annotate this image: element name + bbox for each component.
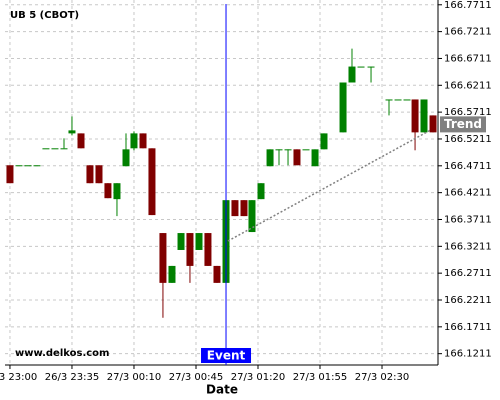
candle-body [60, 148, 68, 150]
y-tick-label: 166.2711 [444, 268, 492, 279]
y-tick-label: 166.1211 [444, 349, 492, 360]
candle-body [357, 66, 365, 68]
candle-body [24, 165, 32, 167]
y-tick-label: 166.4211 [444, 188, 492, 199]
y-tick-label: 166.3711 [444, 214, 492, 225]
candle-body [204, 233, 212, 266]
x-tick-label: 27/3 00:10 [107, 372, 161, 383]
candle-body [77, 133, 85, 149]
candle-body [411, 99, 419, 133]
candle-body [6, 165, 14, 184]
candle-body [385, 99, 393, 101]
candle-body [33, 165, 41, 167]
candle-body [257, 183, 265, 200]
candle-body [240, 200, 248, 217]
labels: 166.7711 166.7211 166.6711 166.6211 166.5711… [0, 0, 492, 383]
y-tick-label: 166.5711 [444, 107, 492, 118]
candle-body [293, 149, 301, 166]
chart-title: UB 5 (CBOT) [10, 10, 79, 21]
candle-body [113, 183, 121, 200]
candle-body [122, 149, 130, 167]
candle-body [429, 115, 437, 133]
x-axis-label: Date [206, 383, 238, 397]
candle-body [348, 66, 356, 83]
candle-body [42, 148, 50, 150]
candle-body [186, 233, 194, 266]
candle-body [104, 183, 112, 199]
candle-body [86, 165, 94, 184]
y-tick-label: 166.4711 [444, 161, 492, 172]
candle-body [159, 233, 167, 283]
candle-body [148, 148, 156, 216]
candle-body [266, 149, 274, 167]
candle-body [177, 233, 185, 250]
y-tick-label: 166.2211 [444, 295, 492, 306]
candle-body [339, 82, 347, 133]
candle-body [275, 149, 283, 151]
candle-body [403, 99, 411, 101]
y-tick-label: 166.1711 [444, 322, 492, 333]
y-tick-label: 166.7211 [444, 27, 492, 38]
candle-body [320, 133, 328, 150]
candle-body [51, 148, 59, 150]
candle-body [68, 130, 76, 134]
candle-body [195, 233, 203, 250]
y-tick-label: 166.6211 [444, 80, 492, 91]
candle-body [168, 265, 176, 283]
candle-body [15, 165, 23, 167]
event-label-box [201, 348, 252, 363]
y-tick-label: 166.6711 [444, 53, 492, 64]
marks [6, 4, 437, 365]
y-tick-label: 166.3211 [444, 241, 492, 252]
candle-body [302, 149, 310, 151]
candle-body [139, 133, 147, 149]
trend-label-box [440, 116, 486, 133]
candle-body [130, 133, 138, 149]
candle-body [394, 99, 402, 101]
candle-body [311, 149, 319, 167]
candle-body [248, 200, 256, 233]
x-tick-label: 26/3 23:00 [0, 372, 37, 383]
x-tick-label: 27/3 01:20 [231, 372, 285, 383]
watermark: www.delkos.com [15, 348, 109, 359]
candle-body [213, 265, 221, 283]
x-tick-label: 27/3 00:45 [169, 372, 223, 383]
candle-body [231, 200, 239, 217]
candle-body [284, 149, 292, 151]
candle-body [95, 165, 103, 184]
trend-label: Trend [444, 117, 482, 131]
x-tick-label: 26/3 23:35 [45, 372, 99, 383]
candle-body [367, 66, 375, 68]
y-tick-label: 166.5211 [444, 134, 492, 145]
x-tick-label: 27/3 02:30 [355, 372, 409, 383]
y-tick-label: 166.7711 [444, 0, 492, 11]
x-tick-label: 27/3 01:55 [293, 372, 347, 383]
candle-body [420, 99, 428, 133]
event-label: Event [207, 349, 246, 363]
